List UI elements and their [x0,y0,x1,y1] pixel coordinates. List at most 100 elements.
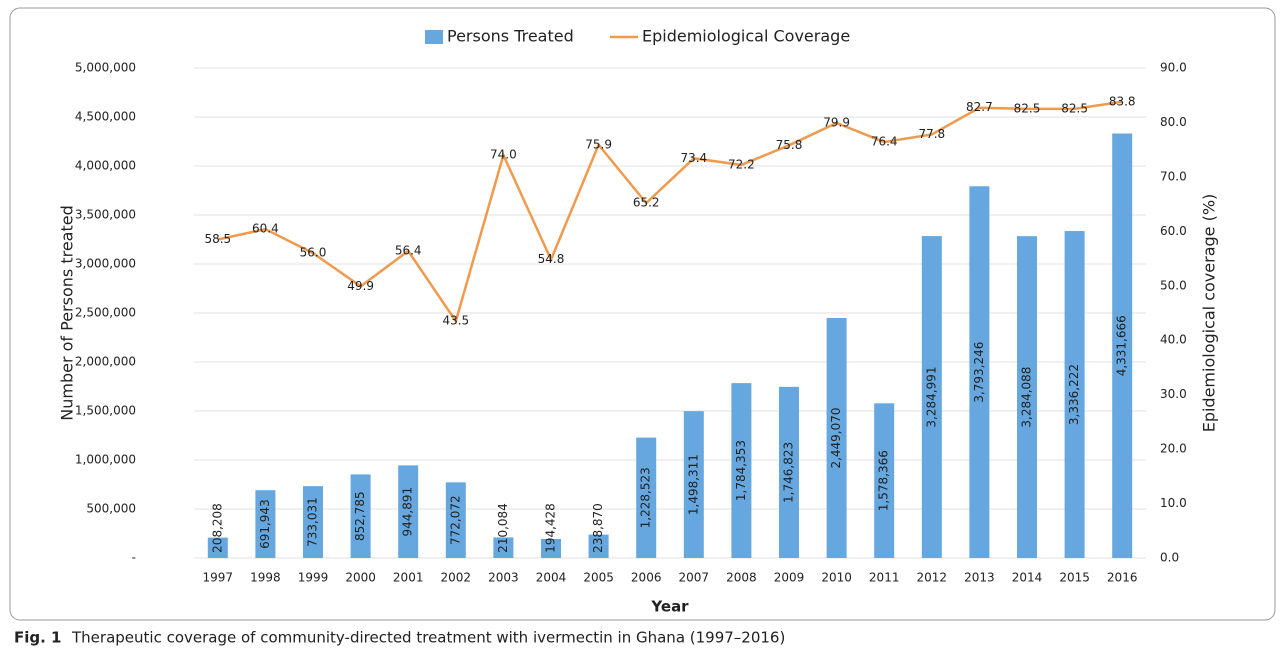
y2-tick-label: 10.0 [1160,496,1187,510]
y-tick-label: 3,000,000 [75,257,136,271]
line-value-label: 72.2 [728,157,755,171]
line-value-label: 82.7 [966,100,993,114]
bar-value-label: 2,449,070 [829,407,843,468]
line-value-label: 75.9 [585,137,612,151]
bar-value-label: 3,793,246 [972,342,986,403]
line-value-label: 49.9 [347,279,374,293]
y2-tick-label: 60.0 [1160,224,1187,238]
bar [636,437,657,558]
bar-value-label: 1,498,311 [686,454,700,515]
legend-swatch [425,30,443,44]
line-value-label: 56.0 [300,246,327,260]
x-tick-label: 2008 [726,571,757,585]
y-tick-label: 2,500,000 [75,306,136,320]
bar [826,317,847,558]
line-value-label: 65.2 [633,196,660,210]
x-tick-label: 2004 [536,571,567,585]
bar [874,403,895,558]
x-tick-label: 2011 [869,571,900,585]
bar-value-label: 4,331,666 [1115,315,1129,376]
y-tick-label: 500,000 [86,502,136,516]
line-value-label: 76.4 [871,135,898,149]
x-tick-label: 2000 [345,571,376,585]
line-value-label: 58.5 [204,232,231,246]
bar [779,386,799,558]
frame [9,7,1276,621]
bar [588,534,609,558]
x-tick-label: 1999 [298,571,329,585]
bar-value-label: 3,284,991 [924,366,938,427]
y2-axis-title: Epidemiological coverage (%) [1200,194,1219,433]
x-tick-label: 2015 [1059,571,1090,585]
line-value-label: 75.8 [776,138,803,152]
line-value-label: 77.8 [918,127,945,141]
bar-value-label: 691,943 [258,499,272,549]
bar [683,411,704,558]
line [217,100,1123,325]
bar [1064,231,1085,559]
y2-tick-label: 40.0 [1160,333,1187,347]
x-tick-label: 2002 [441,571,472,585]
line-value-label: 79.9 [823,115,850,129]
y-tick-label: 5,000,000 [75,61,136,75]
bar [445,482,466,558]
bar [969,186,990,558]
bar-value-label: 1,578,366 [877,450,891,511]
y-tick-label: 4,000,000 [75,159,136,173]
y2-tick-label: 70.0 [1160,169,1187,183]
caption-label: Fig. 1 [14,629,61,647]
x-tick-label: 2006 [631,571,662,585]
bar [541,538,561,558]
bar-value-label: 238,870 [591,503,605,553]
x-tick-label: 2001 [393,571,424,585]
bar-value-label: 772,072 [448,495,462,545]
y2-tick-label: 90.0 [1160,61,1187,75]
x-tick-label: 2003 [488,571,519,585]
bar-value-label: 3,336,222 [1067,364,1081,425]
legend-label: Epidemiological Coverage [642,27,850,46]
x-tick-label: 2009 [774,571,805,585]
bar-value-label: 852,785 [353,491,367,541]
bar-value-label: 1,746,823 [782,442,796,503]
bar-value-label: 3,284,088 [1020,367,1034,428]
y-tick-label: 2,000,000 [75,355,136,369]
y-tick-label: 4,500,000 [75,110,136,124]
line-value-label: 60.4 [252,222,279,236]
line-value-label: 82.5 [1014,101,1041,115]
y-axis-title: Number of Persons treated [58,205,77,420]
bar-value-label: 1,784,353 [734,440,748,501]
bar [255,490,276,558]
y-tick-label: 3,500,000 [75,208,136,222]
y2-tick-label: 80.0 [1160,115,1187,129]
bar [1017,236,1037,559]
bar-value-label: 210,084 [496,503,510,553]
line-value-label: 83.8 [1109,94,1136,108]
bar [1112,133,1133,558]
x-tick-label: 2005 [583,571,614,585]
line-value-label: 74.0 [490,148,517,162]
x-tick-label: 1997 [203,571,234,585]
line-value-label: 82.5 [1061,101,1088,115]
bar [921,236,942,559]
line-value-label: 56.4 [395,243,422,257]
bar-value-label: 944,891 [401,487,415,537]
x-tick-label: 2012 [917,571,948,585]
caption-text: Therapeutic coverage of community-direct… [71,629,785,647]
x-axis-title: Year [650,598,689,616]
line-value-label: 73.4 [680,151,707,165]
bar [398,465,419,558]
bar-value-label: 1,228,523 [639,467,653,528]
bar [207,537,228,558]
y-tick-label: 1,000,000 [75,453,136,467]
legend-label: Persons Treated [447,27,574,46]
x-tick-label: 2010 [821,571,852,585]
x-tick-label: 2014 [1012,571,1043,585]
x-tick-label: 1998 [250,571,281,585]
bar [731,383,752,558]
bar [493,537,514,558]
bar [350,474,371,558]
y-tick-label: 1,500,000 [75,404,136,418]
bar-value-label: 733,031 [306,497,320,547]
y2-tick-label: 20.0 [1160,442,1187,456]
